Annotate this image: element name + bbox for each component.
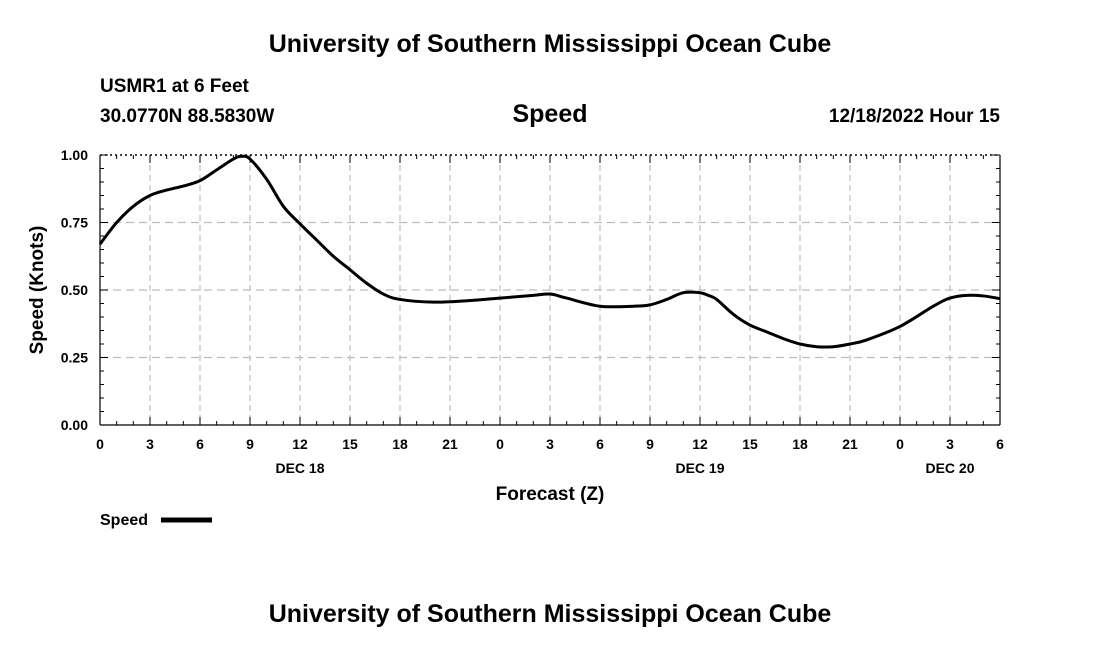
x-tick-label: 3 [946,436,954,452]
y-tick-labels: 0.00 0.25 0.50 0.75 1.00 [61,147,88,433]
y-tick-label: 0.75 [61,215,88,231]
x-tick-label: 6 [996,436,1004,452]
page-title-bottom: University of Southern Mississippi Ocean… [268,600,832,628]
x-tick-label: 21 [842,436,858,452]
y-tick-label: 0.50 [61,282,88,298]
x-tick-label: 21 [442,436,458,452]
x-tick-label: 12 [692,436,708,452]
date-label: DEC 19 [675,460,724,476]
chart-title: Speed [512,100,588,128]
x-tick-label: 3 [546,436,554,452]
x-tick-label: 12 [292,436,308,452]
x-tick-label: 15 [742,436,758,452]
x-axis-label: Forecast (Z) [496,484,605,505]
date-labels: DEC 18 DEC 19 DEC 20 [275,460,974,476]
x-tick-label: 9 [646,436,654,452]
chart-grid [100,155,1000,425]
legend: Speed [100,512,212,529]
x-tick-label: 6 [196,436,204,452]
x-tick-label: 6 [596,436,604,452]
x-tick-label: 0 [96,436,104,452]
x-tick-labels: 0 3 6 9 12 15 18 21 0 3 6 9 12 15 18 21 0 3 6 [96,436,1004,452]
x-tick-label: 15 [342,436,358,452]
y-axis-label: Speed (Knots) [27,226,48,355]
x-tick-label: 18 [792,436,808,452]
station-coordinates: 30.0770N 88.5830W [100,106,275,127]
x-tick-label: 9 [246,436,254,452]
station-label: USMR1 at 6 Feet [100,76,249,97]
x-tick-label: 3 [146,436,154,452]
date-label: DEC 20 [925,460,974,476]
x-tick-label: 0 [496,436,504,452]
date-label: DEC 18 [275,460,324,476]
x-tick-label: 0 [896,436,904,452]
chart-series [98,154,1001,349]
page-title-top: University of Southern Mississippi Ocean… [268,30,832,58]
y-tick-label: 0.25 [61,350,88,366]
forecast-datetime: 12/18/2022 Hour 15 [828,106,1000,127]
y-tick-label: 0.00 [61,417,88,433]
y-tick-label: 1.00 [61,147,88,163]
series-line-speed [98,154,1001,349]
chart-axes [99,154,1001,426]
x-tick-label: 18 [392,436,408,452]
legend-label: Speed [100,512,148,529]
